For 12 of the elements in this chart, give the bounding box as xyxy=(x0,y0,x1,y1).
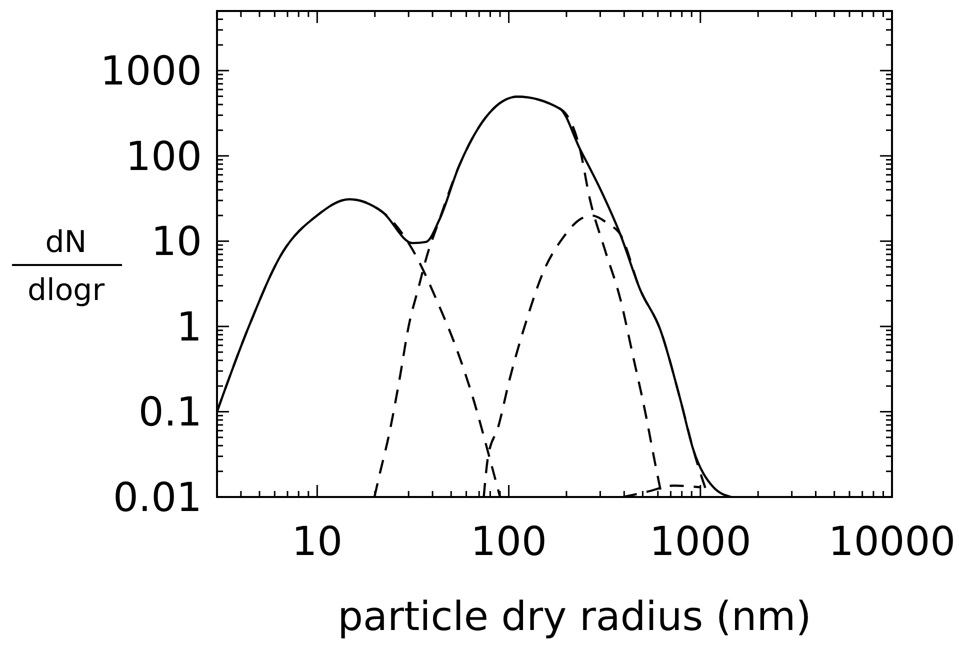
x-tick-label: 10000 xyxy=(828,519,956,565)
y-tick-label: 0.01 xyxy=(112,475,202,521)
x-axis-title: particle dry radius (nm) xyxy=(338,594,812,640)
x-tick-label: 1000 xyxy=(649,519,752,565)
y-tick-label: 1000 xyxy=(100,48,202,95)
y-tick-label: 1 xyxy=(176,304,202,350)
y-tick-label: 0.1 xyxy=(138,390,202,436)
y-axis-title: dN dlogr xyxy=(27,225,106,308)
x-tick-label: 10 xyxy=(292,519,343,565)
y-tick-label: 10 xyxy=(151,219,202,266)
y-tick-label: 100 xyxy=(126,134,202,180)
x-tick-label: 100 xyxy=(470,519,547,565)
